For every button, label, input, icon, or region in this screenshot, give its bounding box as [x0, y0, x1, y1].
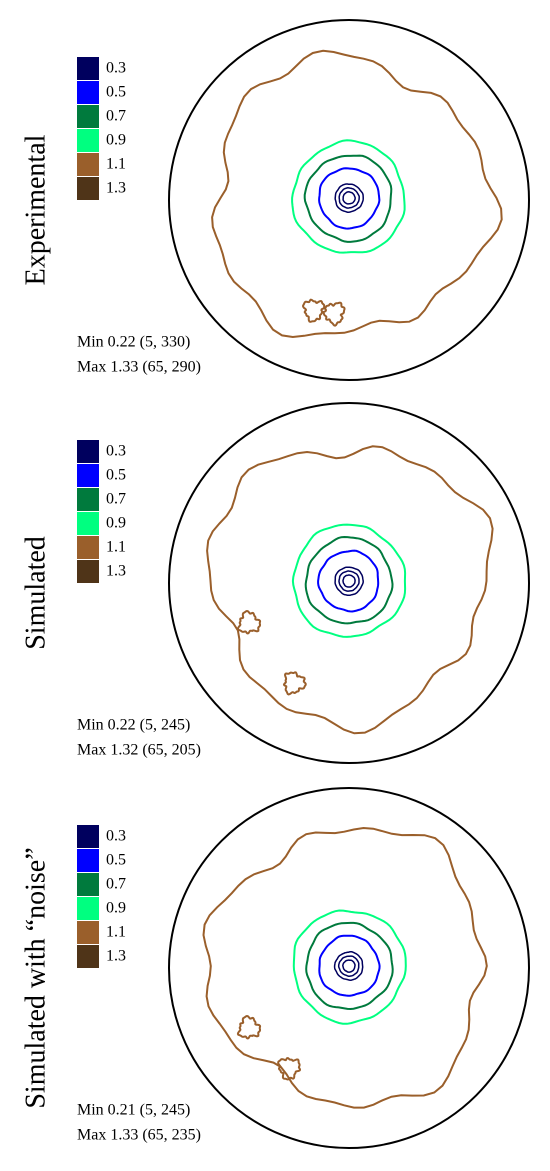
legend-swatch: [77, 512, 99, 535]
legend-label: 0.5: [106, 467, 126, 484]
legend-label: 0.5: [106, 852, 126, 869]
contour-line: [291, 523, 407, 638]
legend-label: 0.9: [106, 132, 126, 149]
legend-label: 0.5: [106, 84, 126, 101]
panel: Simulated with “noise” 0.3 0.5 0.7 0.9 1.1 1.3…: [20, 787, 530, 1149]
legend-label: 0.9: [106, 900, 126, 917]
annotation: Min 0.22 (5, 245): [77, 717, 190, 734]
panel-title: Experimental: [20, 134, 51, 285]
pole-figure-boundary: [168, 402, 530, 764]
contour-line: [202, 826, 488, 1109]
contour-line: [236, 609, 262, 635]
pole-figure-boundary: [168, 19, 530, 381]
contour-line: [320, 301, 346, 327]
legend-label: 0.7: [106, 491, 126, 508]
annotation: Min 0.21 (5, 245): [77, 1102, 190, 1119]
contour-line: [292, 909, 407, 1025]
contour-line: [303, 154, 393, 243]
legend-label: 0.3: [106, 60, 126, 77]
legend-label: 0.7: [106, 108, 126, 125]
contour-line: [291, 139, 406, 254]
legend-label: 1.1: [106, 539, 126, 556]
legend-swatch: [77, 57, 99, 80]
legend-swatch: [77, 129, 99, 152]
legend-swatch: [77, 177, 99, 200]
contour-line: [305, 921, 394, 1011]
contour-line: [236, 1014, 262, 1040]
annotation: Max 1.32 (65, 205): [77, 742, 201, 759]
legend-swatch: [77, 849, 99, 872]
legend-label: 1.3: [106, 948, 126, 965]
contour-line: [318, 934, 381, 997]
contour-line: [304, 535, 394, 625]
legend-label: 1.3: [106, 180, 126, 197]
legend-swatch: [77, 153, 99, 176]
contour-line: [211, 49, 503, 339]
legend-label: 1.1: [106, 924, 126, 941]
legend-swatch: [77, 560, 99, 583]
annotation: Max 1.33 (65, 290): [77, 359, 201, 376]
contour-line: [338, 187, 360, 209]
legend-swatch: [77, 536, 99, 559]
contour-line: [342, 191, 356, 205]
pole-figure-boundary: [168, 787, 530, 1149]
contour-line: [342, 959, 356, 973]
legend-swatch: [77, 440, 99, 463]
contour-line: [333, 951, 364, 981]
contour-line: [334, 566, 364, 597]
legend-swatch: [77, 825, 99, 848]
contour-line: [317, 549, 380, 613]
legend-swatch: [77, 945, 99, 968]
legend-label: 1.3: [106, 563, 126, 580]
legend-swatch: [77, 873, 99, 896]
annotation: Min 0.22 (5, 330): [77, 334, 190, 351]
contour-line: [301, 298, 328, 323]
legend-swatch: [77, 488, 99, 511]
legend-swatch: [77, 105, 99, 128]
contour-line: [277, 1057, 302, 1081]
legend-swatch: [77, 81, 99, 104]
contour-line: [334, 183, 364, 213]
contour-line: [338, 570, 360, 592]
legend-label: 0.3: [106, 828, 126, 845]
annotation: Max 1.33 (65, 235): [77, 1127, 201, 1144]
legend-swatch: [77, 921, 99, 944]
panel-title: Simulated with “noise”: [20, 847, 51, 1108]
panel: Simulated 0.3 0.5 0.7 0.9 1.1 1.3 Min 0.22 (5, …: [20, 402, 530, 764]
legend-label: 1.1: [106, 156, 126, 173]
contour-line: [342, 574, 356, 588]
legend-label: 0.3: [106, 443, 126, 460]
legend-swatch: [77, 464, 99, 487]
panel: Experimental 0.3 0.5 0.7 0.9 1.1 1.3 Min 0.22 (…: [20, 19, 530, 381]
panel-title: Simulated: [20, 536, 51, 650]
legend-label: 0.7: [106, 876, 126, 893]
contour-line: [337, 955, 360, 977]
contour-line: [282, 671, 307, 696]
legend-label: 0.9: [106, 515, 126, 532]
contour-line: [206, 445, 494, 735]
contour-line: [318, 167, 381, 230]
legend-swatch: [77, 897, 99, 920]
